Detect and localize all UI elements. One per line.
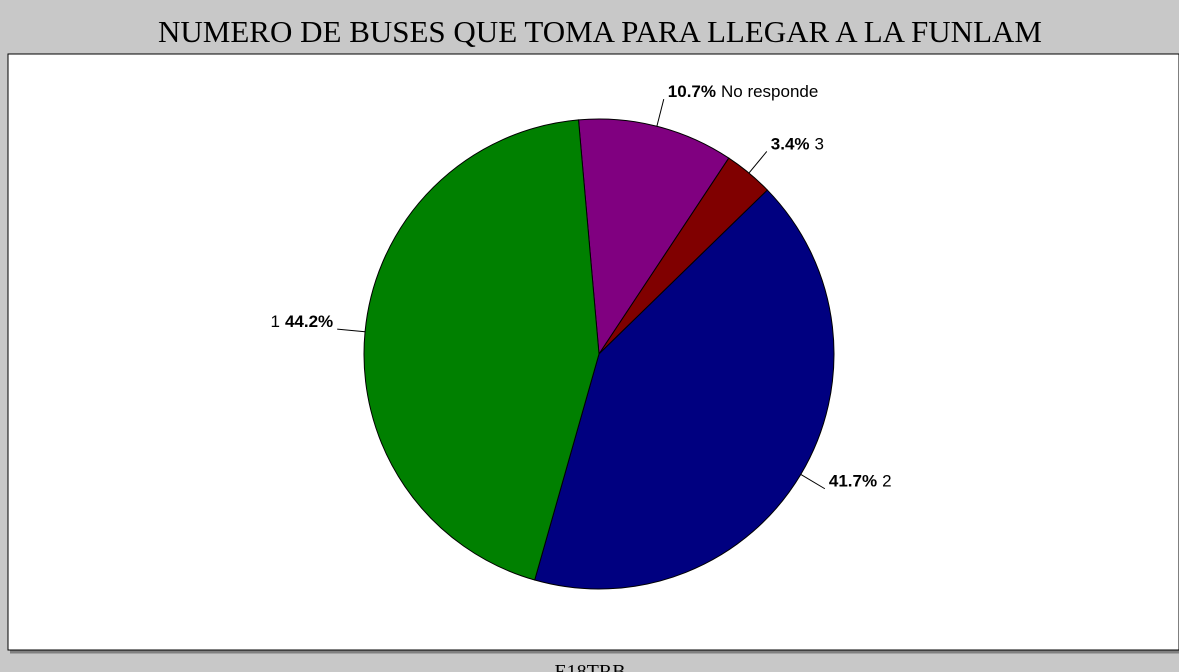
x-axis-label: E18TRB [554,661,625,672]
slice-label: 41.7% 2 [829,472,892,491]
leader-line [337,328,366,333]
slice-category: 2 [882,472,891,491]
leader-line [800,473,826,490]
slice-category: 1 [271,313,280,332]
slice-percent: 10.7% [668,83,716,102]
chart-title: NUMERO DE BUSES QUE TOMA PARA LLEGAR A L… [158,14,1042,49]
pie-slice [577,118,730,356]
slice-percent: 44.2% [285,313,333,332]
slice-category: 3 [815,135,824,154]
slice-category: No responde [721,83,818,102]
slice-label: 10.7% No responde [668,83,819,102]
slice-percent: 3.4% [771,135,810,154]
slice-label: 1 44.2% [271,313,334,332]
leader-line [748,151,768,174]
slice-percent: 41.7% [829,472,877,491]
leader-line [656,98,665,127]
slice-label: 3.4% 3 [771,135,824,154]
pie-slice [534,189,835,590]
